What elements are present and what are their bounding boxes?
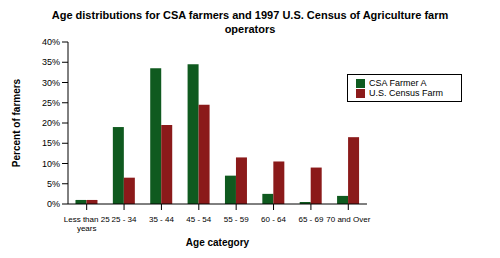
svg-text:65 - 69: 65 - 69: [298, 215, 323, 224]
svg-text:35%: 35%: [42, 57, 60, 67]
svg-text:70 and Over: 70 and Over: [326, 215, 370, 224]
svg-text:5%: 5%: [47, 179, 60, 189]
svg-text:40%: 40%: [42, 38, 60, 47]
svg-text:Less than 25years: Less than 25years: [64, 215, 110, 233]
svg-text:45 - 54: 45 - 54: [186, 215, 211, 224]
svg-text:55 - 59: 55 - 59: [224, 215, 249, 224]
svg-text:0%: 0%: [47, 199, 60, 209]
svg-text:15%: 15%: [42, 138, 60, 148]
svg-text:20%: 20%: [42, 118, 60, 128]
svg-text:Age category: Age category: [186, 237, 250, 248]
svg-text:Percent of farmers: Percent of farmers: [11, 78, 22, 167]
svg-text:35 - 44: 35 - 44: [149, 215, 174, 224]
svg-text:60 - 64: 60 - 64: [261, 215, 286, 224]
html-text:Age distributions for CSA farm: Age distributions for CSA farmers and 19…: [51, 9, 449, 35]
svg-text:25 - 34: 25 - 34: [112, 215, 137, 224]
svg-text:30%: 30%: [42, 78, 60, 88]
html-text:CSA Farmer A: CSA Farmer A: [369, 78, 427, 88]
svg-text:25%: 25%: [42, 98, 60, 108]
svg-text:10%: 10%: [42, 159, 60, 169]
html-text:U.S. Census Farm: U.S. Census Farm: [369, 88, 443, 99]
